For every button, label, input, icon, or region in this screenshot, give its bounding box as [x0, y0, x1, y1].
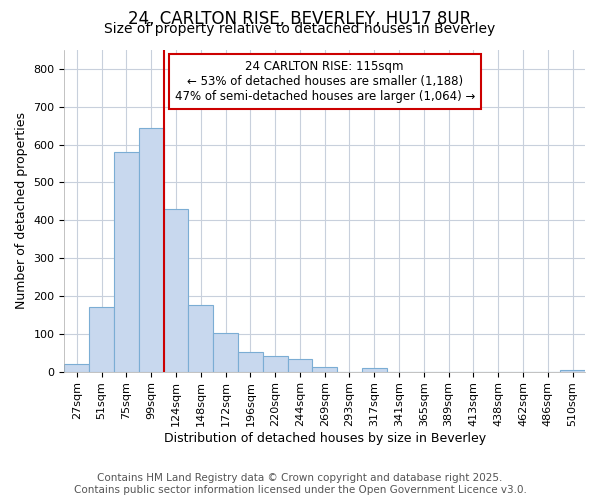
- Bar: [287, 359, 313, 372]
- Bar: [164, 209, 188, 372]
- Text: 24 CARLTON RISE: 115sqm
← 53% of detached houses are smaller (1,188)
47% of semi: 24 CARLTON RISE: 115sqm ← 53% of detache…: [175, 60, 475, 102]
- Bar: [263, 356, 287, 372]
- Text: 24, CARLTON RISE, BEVERLEY, HU17 8UR: 24, CARLTON RISE, BEVERLEY, HU17 8UR: [128, 10, 472, 28]
- X-axis label: Distribution of detached houses by size in Beverley: Distribution of detached houses by size …: [164, 432, 486, 445]
- Bar: [64, 364, 89, 372]
- Bar: [560, 370, 585, 372]
- Y-axis label: Number of detached properties: Number of detached properties: [15, 112, 28, 310]
- Bar: [139, 128, 164, 372]
- Bar: [313, 366, 337, 372]
- Bar: [89, 308, 114, 372]
- Bar: [213, 332, 238, 372]
- Text: Size of property relative to detached houses in Beverley: Size of property relative to detached ho…: [104, 22, 496, 36]
- Bar: [188, 306, 213, 372]
- Bar: [238, 352, 263, 372]
- Text: Contains HM Land Registry data © Crown copyright and database right 2025.
Contai: Contains HM Land Registry data © Crown c…: [74, 474, 526, 495]
- Bar: [114, 152, 139, 372]
- Bar: [362, 368, 386, 372]
